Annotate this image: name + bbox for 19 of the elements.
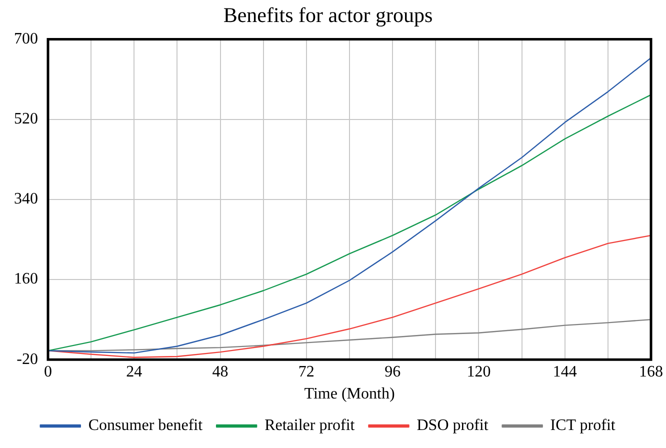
- y-tick-label: 340: [14, 190, 38, 208]
- x-tick-label: 0: [44, 363, 52, 380]
- x-tick-label: 72: [298, 363, 314, 380]
- x-tick-label: 24: [126, 363, 142, 380]
- x-tick-label: 168: [639, 363, 663, 380]
- chart-title: Benefits for actor groups: [223, 3, 433, 28]
- y-tick-label: 520: [14, 110, 38, 128]
- legend-label: Retailer profit: [264, 417, 356, 434]
- legend-label: ICT profit: [550, 417, 616, 434]
- x-axis-title: Time (Month): [304, 386, 395, 403]
- y-tick-label: -20: [16, 350, 38, 368]
- x-tick-label: 120: [466, 363, 491, 380]
- x-tick-label: 144: [552, 363, 577, 380]
- x-tick-label: 96: [384, 363, 401, 380]
- x-tick-label: 48: [212, 363, 228, 380]
- legend-label: DSO profit: [416, 417, 489, 434]
- y-tick-label: 700: [14, 30, 38, 48]
- legend-label: Consumer benefit: [88, 417, 204, 434]
- y-tick-label: 160: [14, 270, 38, 288]
